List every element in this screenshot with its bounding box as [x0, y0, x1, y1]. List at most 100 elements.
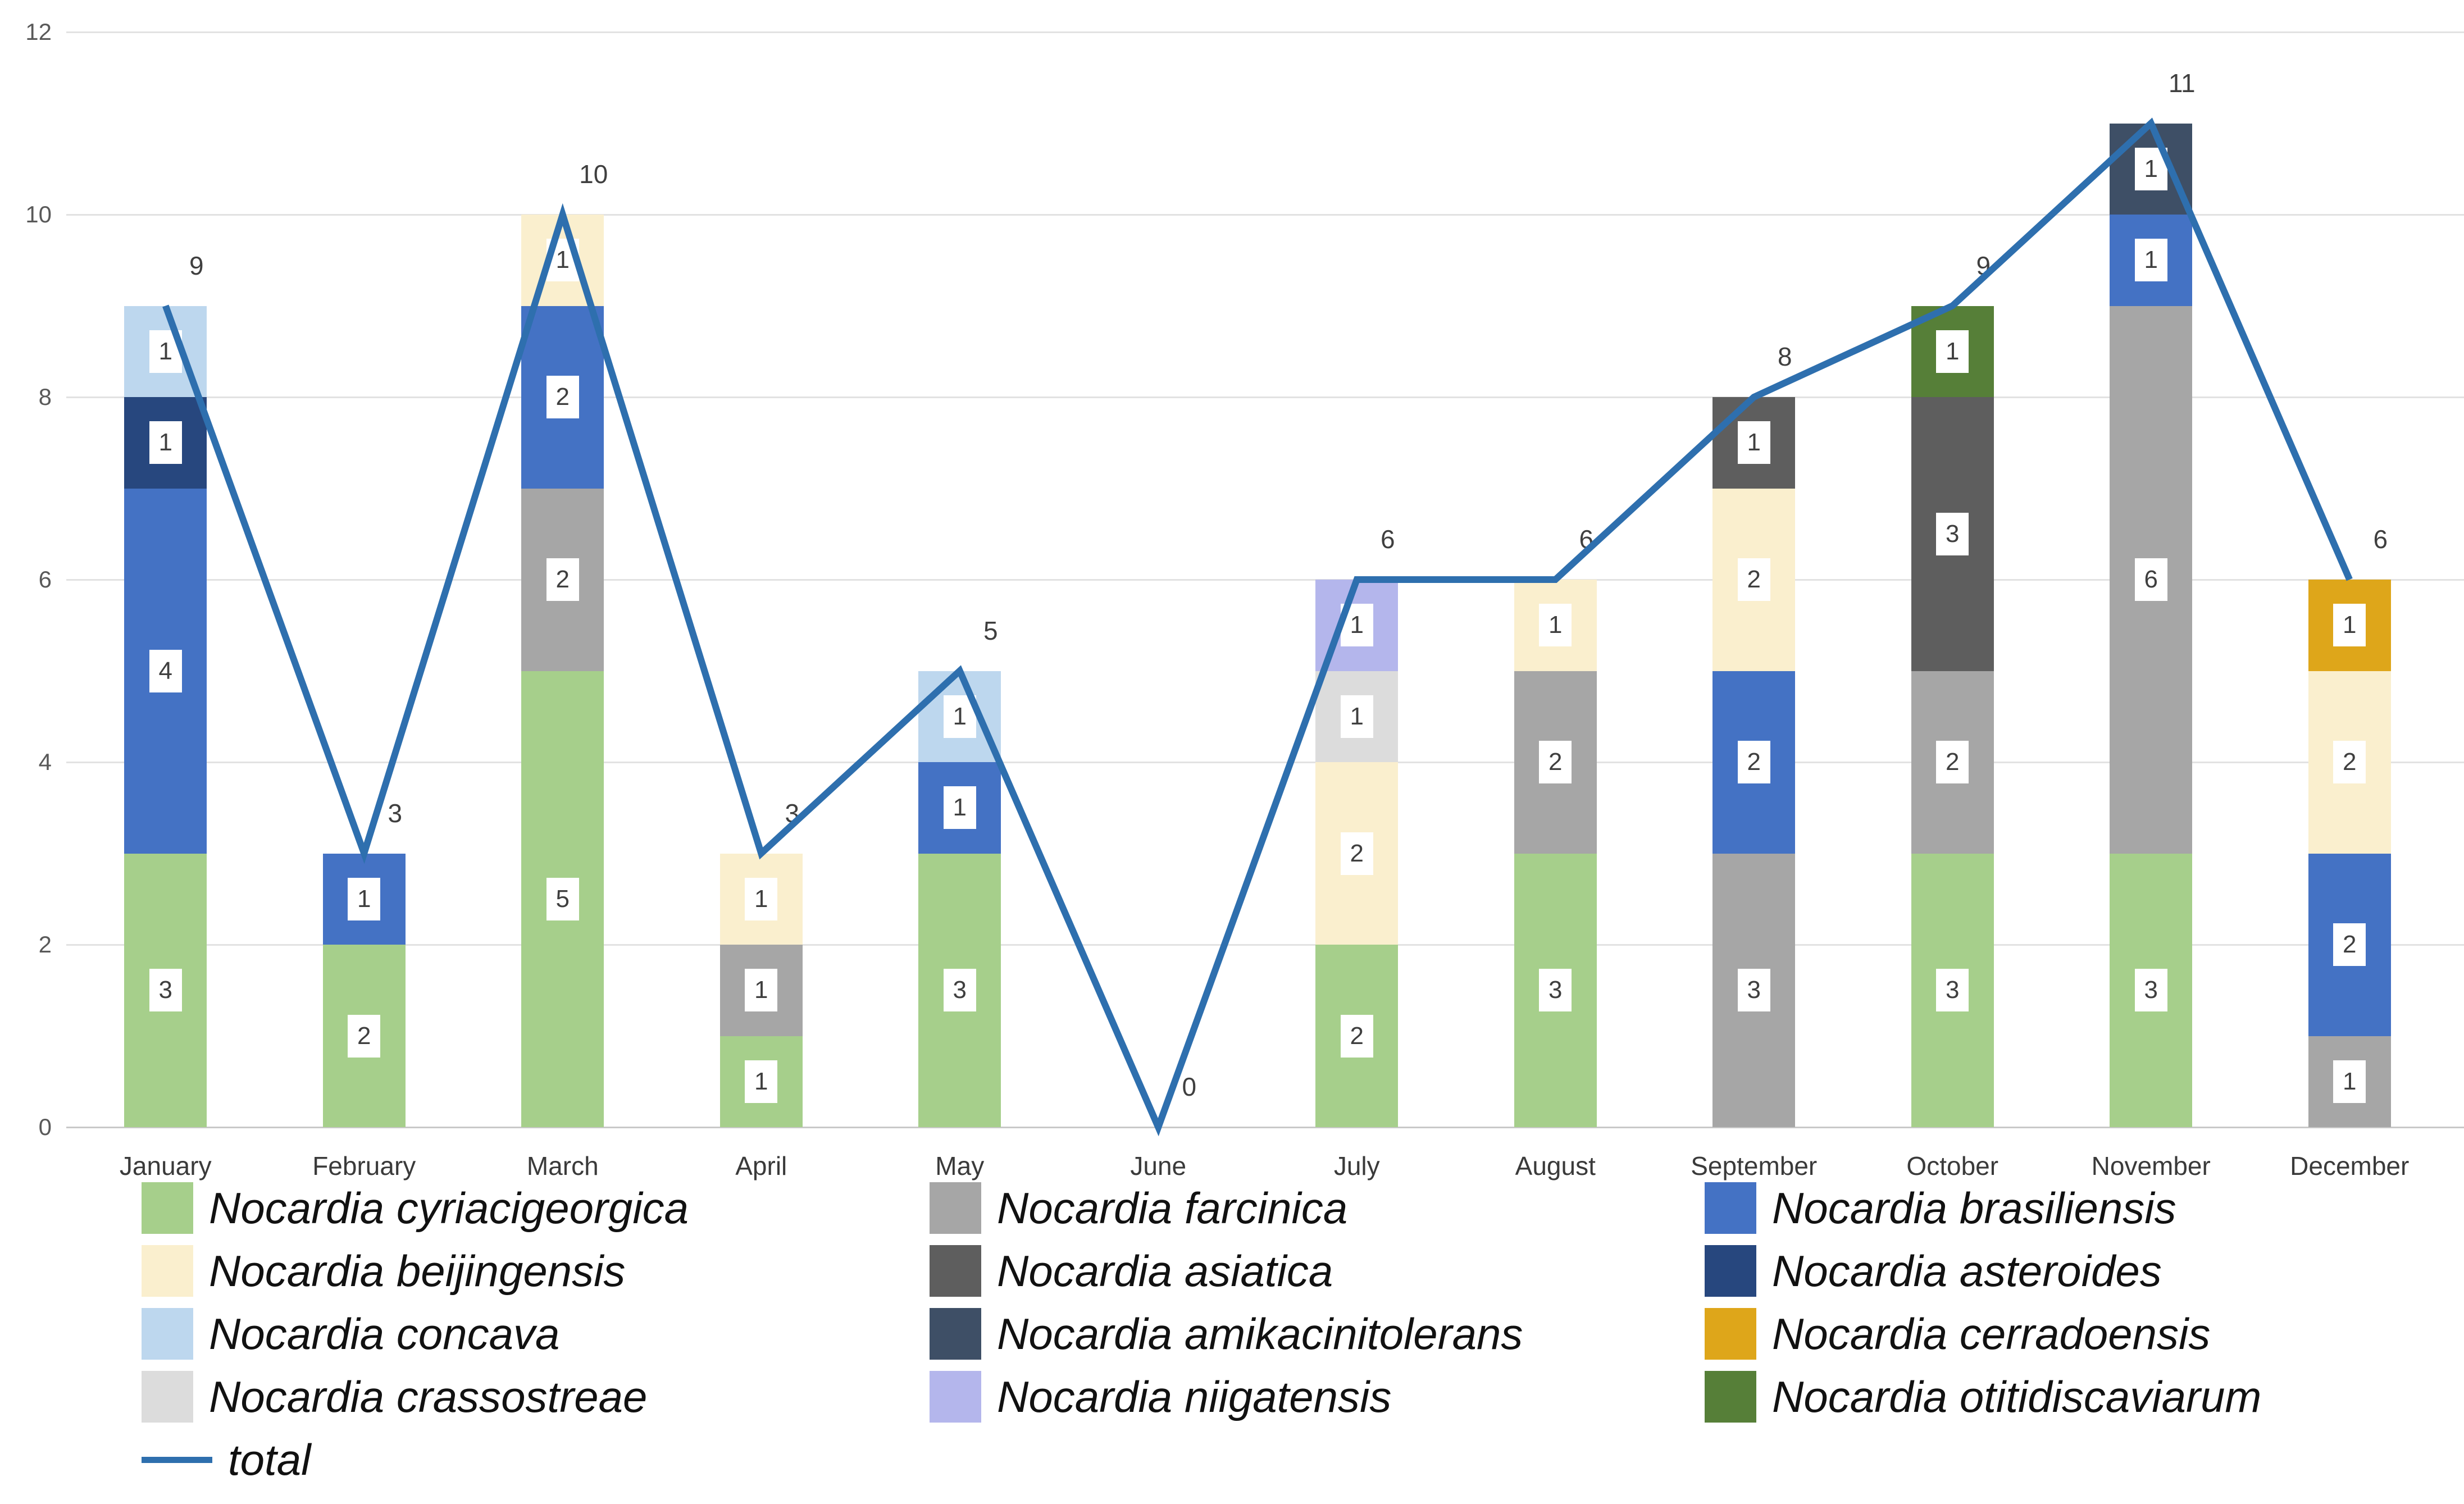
y-axis-tick-label: 10 — [25, 201, 52, 227]
total-point-label: 9 — [1976, 250, 1991, 280]
segment-value-label: 3 — [1737, 969, 1770, 1012]
month-label: August — [1515, 1151, 1596, 1181]
month-label: June — [1130, 1151, 1187, 1181]
segment-value-label: 1 — [2134, 147, 2167, 190]
segment-value-label: 1 — [546, 239, 579, 282]
gridline — [66, 944, 2464, 946]
segment-value-label: 2 — [2333, 741, 2366, 783]
y-axis-tick-label: 8 — [38, 384, 52, 410]
legend-label: Nocardia niigatensis — [997, 1372, 1392, 1421]
segment-value-label: 1 — [943, 695, 976, 738]
legend-item: Nocardia asiatica — [930, 1245, 1333, 1297]
y-axis-tick-label: 6 — [38, 566, 52, 593]
segment-value-label: 1 — [2333, 1060, 2366, 1103]
gridline — [66, 31, 2464, 33]
legend-item: Nocardia brasiliensis — [1705, 1182, 2176, 1234]
legend-label: Nocardia crassostreae — [209, 1372, 648, 1421]
legend-item: Nocardia cerradoensis — [1705, 1308, 2210, 1360]
segment-value-label: 1 — [2333, 604, 2366, 647]
total-line-path — [162, 117, 2353, 1137]
legend-color-swatch — [930, 1245, 981, 1297]
month-label: May — [935, 1151, 985, 1181]
legend-color-swatch — [1705, 1371, 1756, 1423]
legend-item: Nocardia amikacinitolerans — [930, 1308, 1523, 1360]
month-label: January — [119, 1151, 212, 1181]
month-label: February — [312, 1151, 416, 1181]
legend-color-swatch — [142, 1182, 193, 1234]
legend-color-swatch — [1705, 1182, 1756, 1234]
segment-value-label: 3 — [1936, 969, 1969, 1012]
month-label: October — [1906, 1151, 1999, 1181]
total-point-label: 5 — [983, 616, 998, 645]
legend-color-swatch — [1705, 1308, 1756, 1360]
segment-value-label: 2 — [2333, 923, 2366, 966]
total-point-label: 6 — [1579, 525, 1594, 554]
total-point-label: 10 — [579, 159, 608, 189]
segment-value-label: 1 — [149, 330, 182, 373]
y-axis-tick-label: 12 — [25, 19, 52, 45]
month-label: November — [2091, 1151, 2211, 1181]
legend-label: Nocardia brasiliensis — [1772, 1183, 2176, 1233]
segment-value-label: 1 — [1340, 604, 1373, 647]
segment-value-label: 2 — [1340, 1014, 1373, 1058]
legend-item: total — [142, 1434, 311, 1485]
gridline — [66, 1126, 2464, 1128]
segment-value-label: 2 — [348, 1014, 381, 1058]
month-label: March — [526, 1151, 599, 1181]
legend-color-swatch — [930, 1371, 981, 1423]
segment-value-label: 1 — [149, 421, 182, 464]
segment-value-label: 2 — [546, 376, 579, 418]
segment-value-label: 1 — [348, 877, 381, 920]
segment-value-label: 3 — [149, 969, 182, 1012]
legend-item: Nocardia concava — [142, 1308, 559, 1360]
month-label: December — [2290, 1151, 2410, 1181]
segment-value-label: 3 — [1936, 512, 1969, 555]
segment-value-label: 1 — [1936, 330, 1969, 373]
gridline — [66, 761, 2464, 763]
legend-item: Nocardia niigatensis — [930, 1371, 1391, 1423]
gridline — [66, 213, 2464, 216]
segment-value-label: 1 — [1340, 695, 1373, 738]
gridline — [66, 396, 2464, 398]
segment-value-label: 2 — [1737, 741, 1770, 783]
legend-color-swatch — [142, 1371, 193, 1423]
legend-color-swatch — [930, 1308, 981, 1360]
segment-value-label: 3 — [943, 969, 976, 1012]
total-point-label: 8 — [1777, 342, 1792, 371]
month-label: September — [1691, 1151, 1818, 1181]
legend-label: Nocardia cyriacigeorgica — [209, 1183, 689, 1233]
segment-value-label: 1 — [1737, 421, 1770, 464]
legend-item: Nocardia cyriacigeorgica — [142, 1182, 689, 1234]
legend-item: Nocardia otitidiscaviarum — [1705, 1371, 2261, 1423]
month-label: July — [1333, 1151, 1380, 1181]
legend-item: Nocardia crassostreae — [142, 1371, 647, 1423]
total-point-label: 6 — [1380, 525, 1395, 554]
legend-item: Nocardia beijingensis — [142, 1245, 625, 1297]
segment-value-label: 2 — [1737, 558, 1770, 601]
total-point-label: 3 — [785, 798, 800, 828]
total-point-label: 9 — [189, 250, 204, 280]
segment-value-label: 2 — [1340, 832, 1373, 875]
total-point-label: 6 — [2373, 525, 2388, 554]
month-label: April — [735, 1151, 787, 1181]
legend-label: Nocardia farcinica — [997, 1183, 1348, 1233]
y-axis-tick-label: 2 — [38, 931, 52, 958]
legend-label: Nocardia asteroides — [1772, 1246, 2162, 1296]
y-axis-tick-label: 4 — [38, 749, 52, 775]
y-axis-tick-label: 0 — [38, 1114, 52, 1140]
segment-value-label: 1 — [745, 877, 778, 920]
legend-label: total — [228, 1435, 311, 1484]
total-line-legend-swatch — [142, 1456, 212, 1463]
legend-label: Nocardia concava — [209, 1309, 560, 1359]
legend-label: Nocardia cerradoensis — [1772, 1309, 2211, 1359]
segment-value-label: 1 — [745, 969, 778, 1012]
legend-color-swatch — [1705, 1245, 1756, 1297]
total-point-label: 11 — [2168, 68, 2196, 98]
segment-value-label: 1 — [745, 1060, 778, 1103]
segment-value-label: 4 — [149, 649, 182, 692]
legend-label: Nocardia amikacinitolerans — [997, 1309, 1523, 1359]
segment-value-label: 2 — [1539, 741, 1572, 783]
legend-label: Nocardia beijingensis — [209, 1246, 626, 1296]
legend-color-swatch — [142, 1308, 193, 1360]
total-point-label: 0 — [1182, 1072, 1197, 1101]
